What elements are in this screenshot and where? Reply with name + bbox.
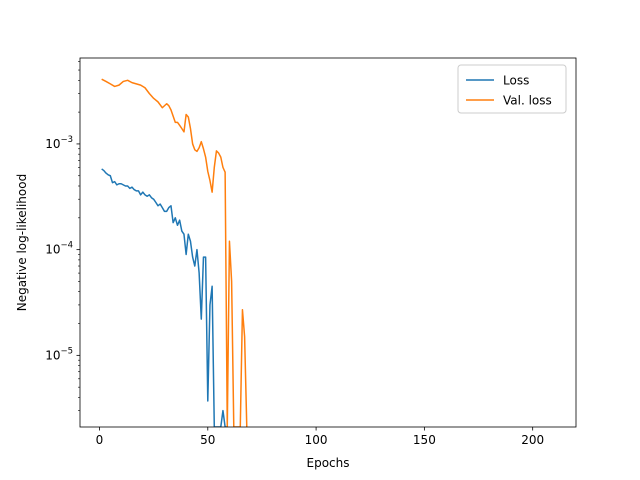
x-tick-label: 150	[413, 433, 436, 447]
plot-frame	[79, 57, 577, 428]
y-tick-label: 10−3	[45, 135, 73, 151]
x-tick-label: 200	[521, 433, 544, 447]
x-axis-label: Epochs	[307, 456, 350, 470]
y-axis: 10−5 10−4 10−3	[45, 61, 80, 411]
legend: Loss Val. loss	[457, 64, 567, 114]
y-axis-label: Negative log-likelihood	[15, 174, 29, 311]
x-tick-label: 50	[200, 433, 215, 447]
x-tick-label: 100	[305, 433, 328, 447]
series-line-loss	[101, 168, 228, 427]
legend-label-loss: Loss	[503, 74, 529, 88]
plot-lines	[101, 78, 248, 427]
y-tick-label: 10−5	[45, 346, 73, 362]
x-tick-label: 0	[96, 433, 104, 447]
y-tick-label: 10−4	[45, 241, 73, 257]
legend-label-val-loss: Val. loss	[503, 94, 552, 108]
series-line-val-loss	[101, 78, 248, 427]
legend-box	[457, 64, 567, 114]
x-axis: 0 50 100 150 200	[96, 427, 544, 447]
